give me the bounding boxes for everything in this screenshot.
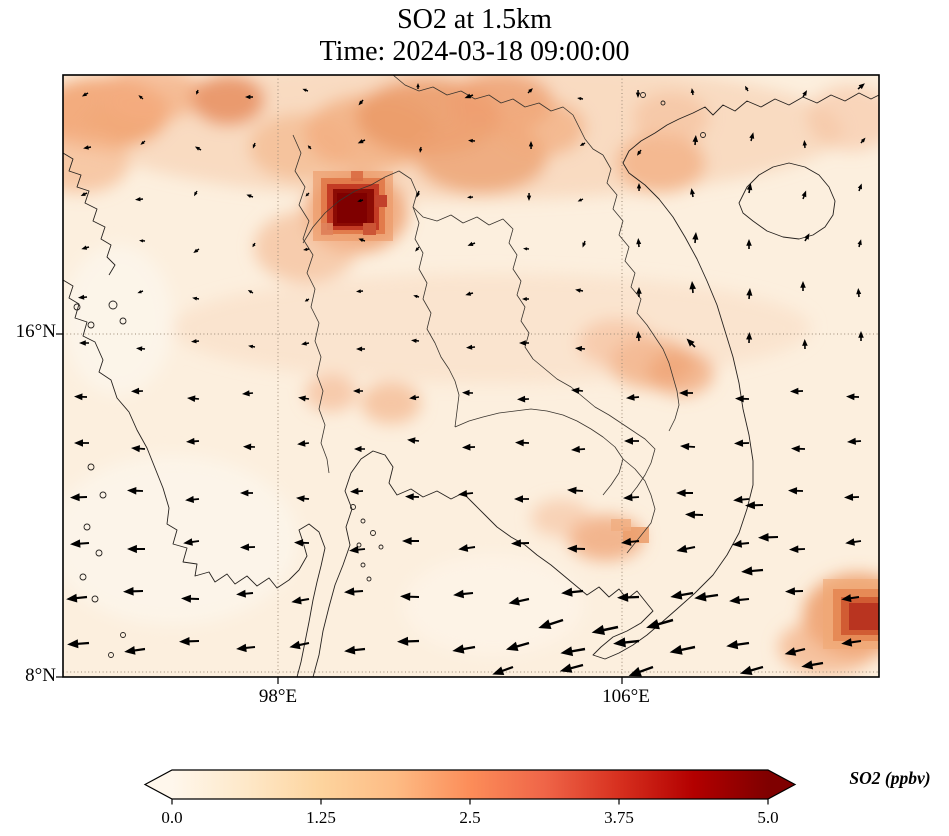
plot-title: SO2 at 1.5km bbox=[397, 4, 552, 35]
y-axis-tick-8n: 8°N bbox=[25, 665, 56, 686]
colorbar-tick-label: 3.75 bbox=[604, 808, 634, 827]
x-axis-tick-98e: 98°E bbox=[258, 686, 298, 707]
coastlines-layer bbox=[63, 92, 879, 677]
colorbar-tick-label: 2.5 bbox=[459, 808, 480, 827]
colorbar-label: SO2 (ppbv) bbox=[849, 768, 931, 788]
colorbar-tick-label: 1.25 bbox=[306, 808, 336, 827]
map-area bbox=[56, 74, 880, 684]
x-axis-tick-106e: 106°E bbox=[602, 686, 650, 707]
map-canvas bbox=[56, 74, 880, 684]
colorbar-canvas: 0.0 1.25 2.5 3.75 5.0 bbox=[143, 769, 797, 827]
y-axis-tick-16n: 16°N bbox=[15, 321, 56, 342]
colorbar-gradient bbox=[143, 769, 797, 800]
axis-ticks bbox=[56, 333, 623, 684]
colorbar-tick-label: 5.0 bbox=[757, 808, 778, 827]
colorbar-tick-label: 0.0 bbox=[161, 808, 182, 827]
borders-layer bbox=[292, 75, 680, 554]
heatmap-hotspot-layer bbox=[313, 171, 879, 649]
wind-arrows-layer bbox=[66, 83, 866, 677]
heatmap-layer bbox=[63, 75, 879, 675]
plot-subtitle: Time: 2024-03-18 09:00:00 bbox=[319, 36, 630, 67]
colorbar: 0.0 1.25 2.5 3.75 5.0 bbox=[140, 766, 800, 836]
